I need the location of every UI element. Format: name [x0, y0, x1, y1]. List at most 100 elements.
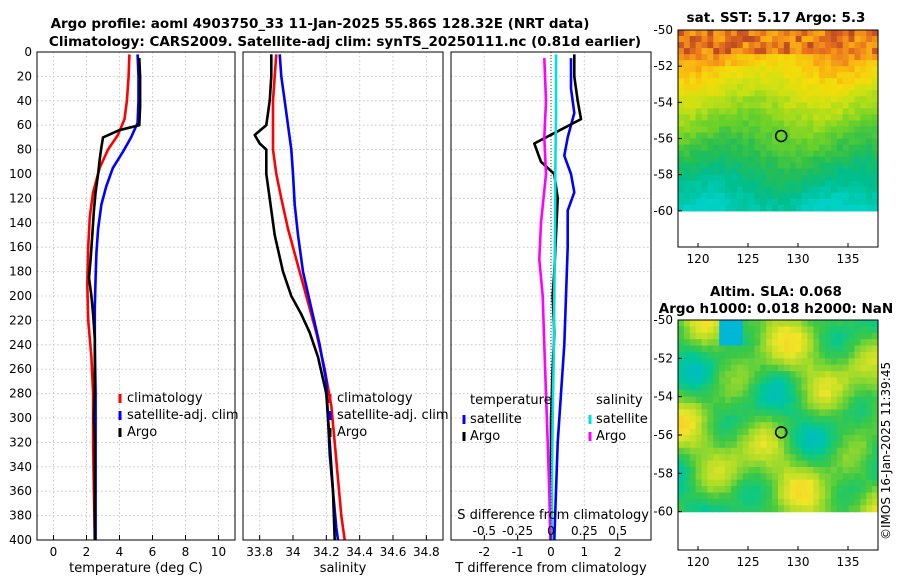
map-cell: [842, 156, 850, 164]
map-cell: [813, 156, 820, 164]
map-cell: [830, 486, 838, 494]
map-cell: [736, 150, 744, 158]
map-cell: [848, 54, 856, 61]
map-cell: [748, 78, 756, 85]
map-cell: [678, 377, 685, 385]
map-cell: [707, 479, 714, 487]
map-cell: [825, 84, 832, 91]
map-cell: [707, 192, 714, 200]
map-cell: [701, 486, 709, 494]
map-cell: [807, 180, 814, 188]
map-cell: [678, 409, 685, 417]
map-cell: [778, 186, 785, 194]
map-cell: [783, 138, 791, 146]
map-cell: [772, 326, 779, 334]
map-cell: [860, 505, 867, 513]
map-cell: [742, 415, 750, 423]
map-cell: [860, 126, 867, 134]
map-cell: [754, 204, 761, 212]
map-cell: [730, 435, 738, 442]
map-cell: [825, 447, 832, 455]
map-cell: [801, 42, 809, 49]
map-cell: [866, 156, 873, 164]
map-cell: [736, 192, 744, 200]
map-cell: [854, 48, 861, 55]
map-cell: [813, 351, 820, 359]
map-cell: [689, 396, 697, 404]
map-cell: [689, 108, 697, 115]
map-cell: [807, 454, 814, 462]
map-cell: [807, 377, 814, 385]
map-cell: [836, 144, 844, 152]
map-cell: [730, 42, 738, 49]
map-cell: [701, 48, 709, 55]
map-cell: [872, 358, 879, 366]
map-cell: [807, 358, 814, 366]
map-cell: [825, 36, 832, 43]
map-cell: [701, 345, 709, 353]
map-cell: [872, 138, 879, 146]
map-cell: [778, 505, 785, 513]
map-cell: [866, 30, 873, 37]
map-cell: [860, 415, 867, 423]
map-cell: [689, 505, 697, 513]
map-cell: [795, 403, 803, 411]
map-cell: [707, 84, 714, 91]
map-cell: [730, 396, 738, 404]
map-cell: [678, 371, 685, 379]
map-cell: [772, 186, 779, 194]
map-cell: [807, 72, 814, 79]
map-cell: [736, 447, 744, 455]
map-cell: [860, 150, 867, 158]
map-cell: [778, 415, 785, 423]
map-cell: [754, 198, 761, 206]
map-cell: [683, 54, 691, 61]
map-cell: [736, 90, 744, 97]
map-cell: [848, 36, 856, 43]
map-cell: [707, 466, 714, 474]
map-cell: [813, 486, 820, 494]
map-cell: [795, 186, 803, 194]
map-cell: [778, 320, 785, 327]
map-cell: [807, 409, 814, 417]
map-cell: [730, 84, 738, 91]
map-cell: [725, 326, 732, 334]
map-cell: [813, 479, 820, 487]
map-cell: [866, 345, 873, 353]
map-cell: [825, 435, 832, 442]
map-cell: [866, 180, 873, 188]
map-cell: [872, 498, 879, 506]
map-cell: [830, 473, 838, 481]
map-cell: [695, 144, 703, 152]
map-cell: [825, 403, 832, 411]
map-cell: [678, 447, 685, 455]
map-cell: [766, 144, 773, 152]
map-cell: [760, 120, 767, 128]
map-cell: [766, 174, 773, 182]
map-cell: [707, 339, 714, 347]
map-cell: [772, 204, 779, 212]
map-cell: [683, 466, 691, 474]
map-cell: [872, 466, 879, 474]
map-cell: [783, 96, 791, 103]
map-cell: [801, 377, 809, 385]
map-cell: [766, 351, 773, 359]
map-cell: [836, 66, 844, 73]
map-cell: [742, 168, 750, 176]
map-cell: [730, 150, 738, 158]
map-cell: [825, 150, 832, 158]
map-cell: [836, 180, 844, 188]
map-cell: [766, 150, 773, 158]
map-cell: [760, 479, 767, 487]
map-cell: [689, 126, 697, 134]
y-tick-label: 200: [9, 289, 32, 303]
map-cell: [754, 498, 761, 506]
map-cell: [713, 78, 720, 85]
map-cell: [872, 72, 879, 79]
map-cell: [713, 383, 720, 391]
map-cell: [830, 339, 838, 347]
map-cell: [778, 428, 785, 436]
legend-label: satellite-adj. clim: [337, 408, 449, 423]
map-cell: [736, 460, 744, 468]
map-cell: [736, 320, 744, 327]
